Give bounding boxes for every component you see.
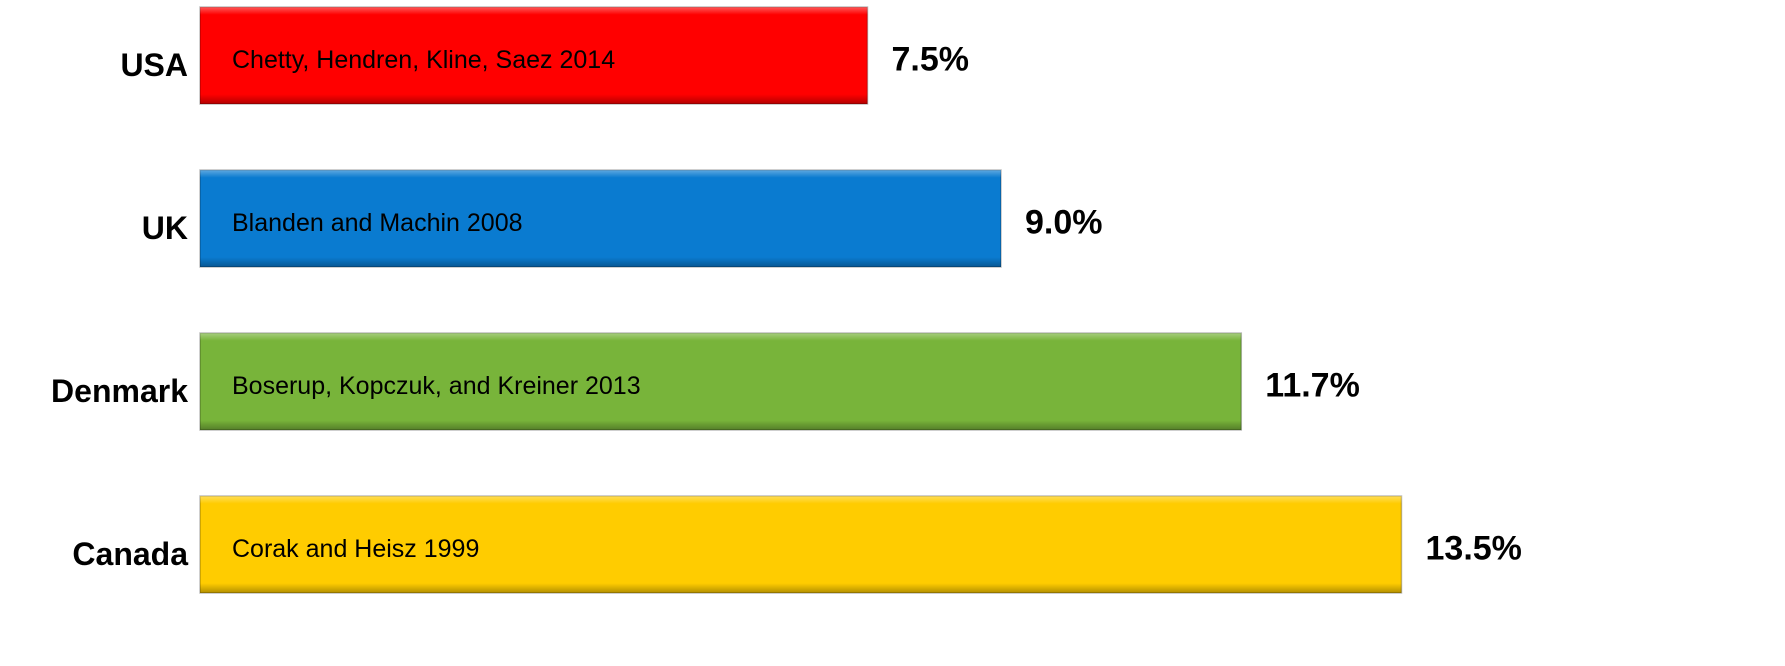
category-label: UK [142,210,188,246]
bar-label: Blanden and Machin 2008 [232,209,523,237]
category-label: Denmark [51,373,188,409]
bar-bevel [200,170,1001,267]
value-label: 7.5% [892,40,970,78]
bar-label: Boserup, Kopczuk, and Kreiner 2013 [232,372,641,400]
value-label: 9.0% [1025,203,1103,241]
bar-label: Chetty, Hendren, Kline, Saez 2014 [232,46,615,74]
value-label: 13.5% [1426,529,1522,567]
category-label: USA [120,47,188,83]
bar-bevel [200,333,1242,430]
bar-label: Corak and Heisz 1999 [232,535,479,563]
bar-bevel [200,496,1402,593]
value-label: 11.7% [1265,366,1360,404]
bar-bevel [200,7,868,104]
category-label: Canada [72,536,188,572]
